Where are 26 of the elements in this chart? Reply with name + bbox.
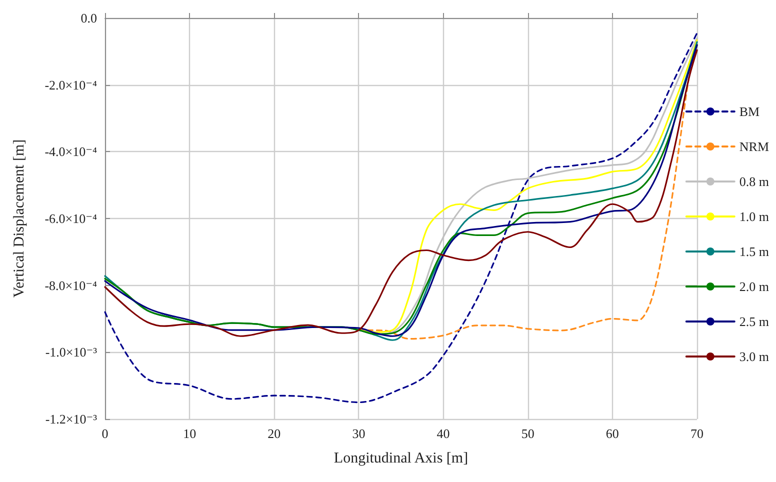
- legend-label: NRM: [739, 139, 770, 154]
- y-tick-label: -1.2×10⁻³: [45, 412, 98, 426]
- x-tick-label: 0: [102, 426, 108, 441]
- x-tick-label: 60: [606, 426, 619, 441]
- y-tick-label: -6.0×10⁻⁴: [44, 211, 98, 226]
- legend-label: BM: [739, 104, 760, 119]
- legend-label: 2.5 m: [739, 314, 770, 329]
- x-tick-label: 30: [352, 426, 366, 441]
- y-tick-label: -1.0×10⁻³: [45, 344, 98, 360]
- x-tick-label: 40: [436, 426, 450, 441]
- line-series: [104, 32, 698, 404]
- x-tick-label: 70: [690, 426, 704, 441]
- legend-label: 3.0 m: [739, 349, 770, 364]
- y-axis-title: Vertical Displacement [m]: [12, 139, 28, 298]
- legend-label: 0.8 m: [739, 174, 770, 189]
- y-tick-label: 0.0: [80, 10, 97, 26]
- legend-label: 1.0 m: [739, 209, 770, 224]
- legend-label: 1.5 m: [739, 244, 770, 259]
- x-axis-title: Longitudinal Axis [m]: [334, 450, 468, 466]
- y-tick-label: -8.0×10⁻⁴: [44, 278, 98, 293]
- x-tick-label: 10: [183, 426, 196, 441]
- y-tick-label: -2.0×10⁻⁴: [44, 77, 98, 92]
- x-tick-label: 20: [268, 426, 281, 441]
- x-tick-label: 50: [521, 426, 534, 441]
- y-tick-label: -4.0×10⁻⁴: [44, 144, 98, 160]
- legend-label: 2.0 m: [739, 279, 770, 294]
